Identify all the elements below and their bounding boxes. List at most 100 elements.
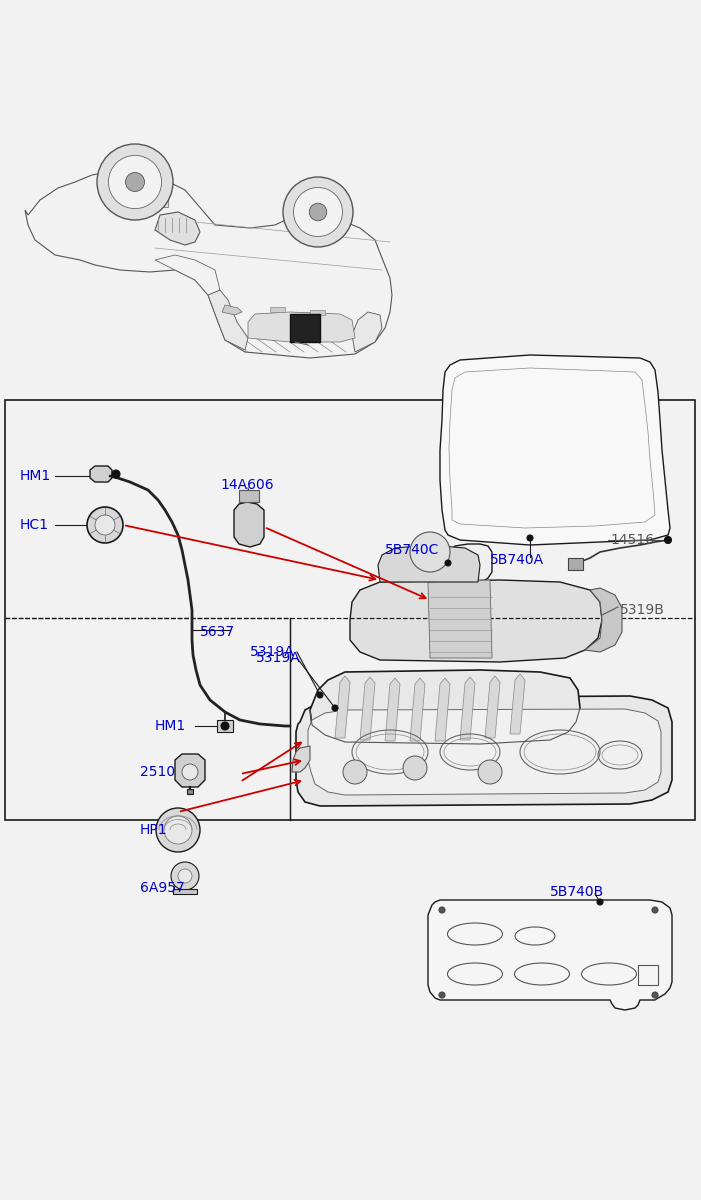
Polygon shape <box>352 312 382 352</box>
Bar <box>571 636 589 650</box>
Circle shape <box>294 187 343 236</box>
Bar <box>499 608 517 622</box>
Bar <box>589 622 607 636</box>
Circle shape <box>343 760 367 784</box>
Bar <box>290 314 320 342</box>
Polygon shape <box>248 312 355 342</box>
Bar <box>517 580 535 594</box>
Bar <box>553 608 571 622</box>
Polygon shape <box>175 754 205 787</box>
Bar <box>535 566 553 580</box>
Bar <box>535 622 553 636</box>
Bar <box>310 310 325 314</box>
Polygon shape <box>378 545 480 582</box>
Bar <box>589 566 607 580</box>
Bar <box>535 552 553 566</box>
Bar <box>571 552 589 566</box>
Bar <box>463 566 481 580</box>
Circle shape <box>652 907 658 913</box>
Bar <box>553 580 571 594</box>
Text: scuderia: scuderia <box>283 588 477 631</box>
Bar <box>481 580 499 594</box>
Bar <box>469 563 477 575</box>
Circle shape <box>164 816 192 844</box>
Bar <box>499 622 517 636</box>
Bar <box>481 552 499 566</box>
Bar <box>140 202 156 210</box>
Bar <box>463 622 481 636</box>
Text: 5B740B: 5B740B <box>550 886 604 899</box>
Bar <box>463 636 481 650</box>
Bar <box>517 594 535 608</box>
Text: HM1: HM1 <box>20 469 51 482</box>
Bar <box>517 622 535 636</box>
Polygon shape <box>335 676 350 738</box>
Circle shape <box>309 203 327 221</box>
Bar <box>463 552 481 566</box>
Polygon shape <box>155 254 220 295</box>
Bar <box>481 636 499 650</box>
Bar <box>535 580 553 594</box>
Bar <box>445 636 463 650</box>
Bar <box>535 594 553 608</box>
Polygon shape <box>296 696 672 806</box>
Polygon shape <box>435 678 450 740</box>
Polygon shape <box>385 678 400 740</box>
Circle shape <box>178 869 192 883</box>
Bar <box>463 594 481 608</box>
Polygon shape <box>308 709 661 794</box>
Circle shape <box>95 515 115 535</box>
Bar <box>463 608 481 622</box>
Circle shape <box>125 173 144 192</box>
Bar <box>152 199 168 206</box>
Polygon shape <box>292 746 310 772</box>
Bar <box>5 400 695 820</box>
Circle shape <box>439 907 445 913</box>
Bar <box>553 566 571 580</box>
Bar <box>553 552 571 566</box>
Bar <box>445 580 463 594</box>
Bar <box>456 563 464 575</box>
Bar <box>481 566 499 580</box>
Bar <box>517 636 535 650</box>
Bar <box>270 307 285 312</box>
Text: 5319A: 5319A <box>256 650 301 665</box>
Bar <box>568 558 583 570</box>
Polygon shape <box>208 290 248 350</box>
Text: car  parts: car parts <box>312 629 448 655</box>
Bar <box>553 594 571 608</box>
Bar <box>481 608 499 622</box>
Bar <box>638 965 658 985</box>
Polygon shape <box>449 368 655 528</box>
Bar <box>571 566 589 580</box>
Bar <box>499 636 517 650</box>
Bar <box>589 608 607 622</box>
Polygon shape <box>428 900 672 1010</box>
Circle shape <box>410 532 450 572</box>
Text: HM1: HM1 <box>155 719 186 733</box>
Polygon shape <box>360 677 375 740</box>
Bar <box>589 552 607 566</box>
Bar <box>217 720 233 732</box>
Text: 14A606: 14A606 <box>220 478 273 492</box>
Polygon shape <box>155 212 200 245</box>
Circle shape <box>597 899 603 905</box>
Bar <box>499 580 517 594</box>
Bar <box>571 622 589 636</box>
Polygon shape <box>448 544 492 584</box>
Text: 5B740A: 5B740A <box>490 553 544 566</box>
Bar <box>499 566 517 580</box>
Circle shape <box>109 156 162 209</box>
Text: 2510: 2510 <box>140 766 175 779</box>
Bar <box>589 594 607 608</box>
Bar <box>517 566 535 580</box>
Text: HC1: HC1 <box>20 518 49 532</box>
Text: 5319B: 5319B <box>620 602 665 617</box>
Polygon shape <box>440 355 670 545</box>
Circle shape <box>403 756 427 780</box>
Text: 6A957: 6A957 <box>140 881 185 895</box>
Bar <box>553 622 571 636</box>
Polygon shape <box>222 305 242 314</box>
Bar <box>445 552 463 566</box>
Circle shape <box>317 692 323 698</box>
